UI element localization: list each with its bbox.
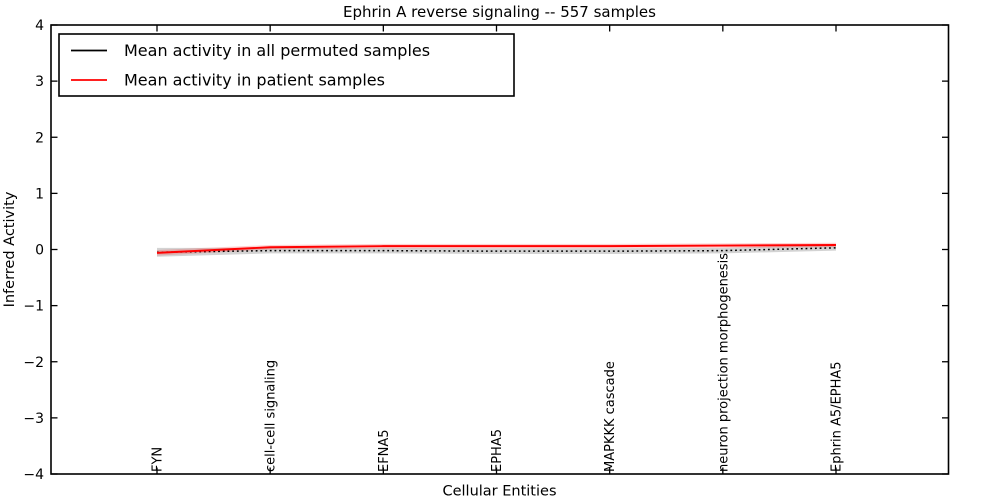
x-tick-label: cell-cell signaling: [264, 360, 279, 472]
y-tick-labels: −4 −3 −2 −1 0 1 2 3 4: [23, 18, 44, 483]
x-tick-labels: FYN cell-cell signaling EFNA5 EPHA5 MAPKKK c…: [151, 253, 845, 472]
legend: Mean activity in all permuted samples Me…: [58, 33, 515, 97]
series-line-1: [156, 244, 837, 254]
y-tick-label: −3: [23, 411, 44, 427]
y-axis-label: Inferred Activity: [2, 191, 18, 307]
x-tick-label: FYN: [151, 447, 166, 472]
legend-box: [58, 33, 515, 97]
y-tick-label: 3: [35, 74, 44, 90]
y-tick-label: 2: [35, 130, 44, 146]
y-tick-label: −2: [23, 355, 44, 371]
y-tick-label: 1: [35, 186, 44, 202]
x-tick-label: Ephrin A5/EPHA5: [830, 361, 845, 472]
x-axis-label: Cellular Entities: [442, 484, 556, 500]
series-line-0: [156, 247, 837, 254]
y-tick-label: −4: [23, 467, 44, 483]
axis-ticks: [51, 24, 949, 475]
chart-title: Ephrin A reverse signaling -- 557 sample…: [343, 3, 656, 21]
x-tick-label: EFNA5: [377, 429, 392, 472]
plot-frame: [50, 24, 950, 475]
y-tick-label: 4: [35, 18, 44, 34]
x-tick-label: neuron projection morphogenesis: [716, 253, 731, 472]
x-tick-label: MAPKKK cascade: [603, 361, 618, 472]
legend-label-patient-samples: Mean activity in patient samples: [124, 71, 385, 90]
x-tick-label: EPHA5: [490, 429, 505, 472]
y-tick-label: −1: [23, 299, 44, 315]
legend-label-permuted-samples: Mean activity in all permuted samples: [124, 41, 430, 60]
series-lines: [156, 244, 837, 254]
y-tick-label: 0: [35, 243, 44, 259]
